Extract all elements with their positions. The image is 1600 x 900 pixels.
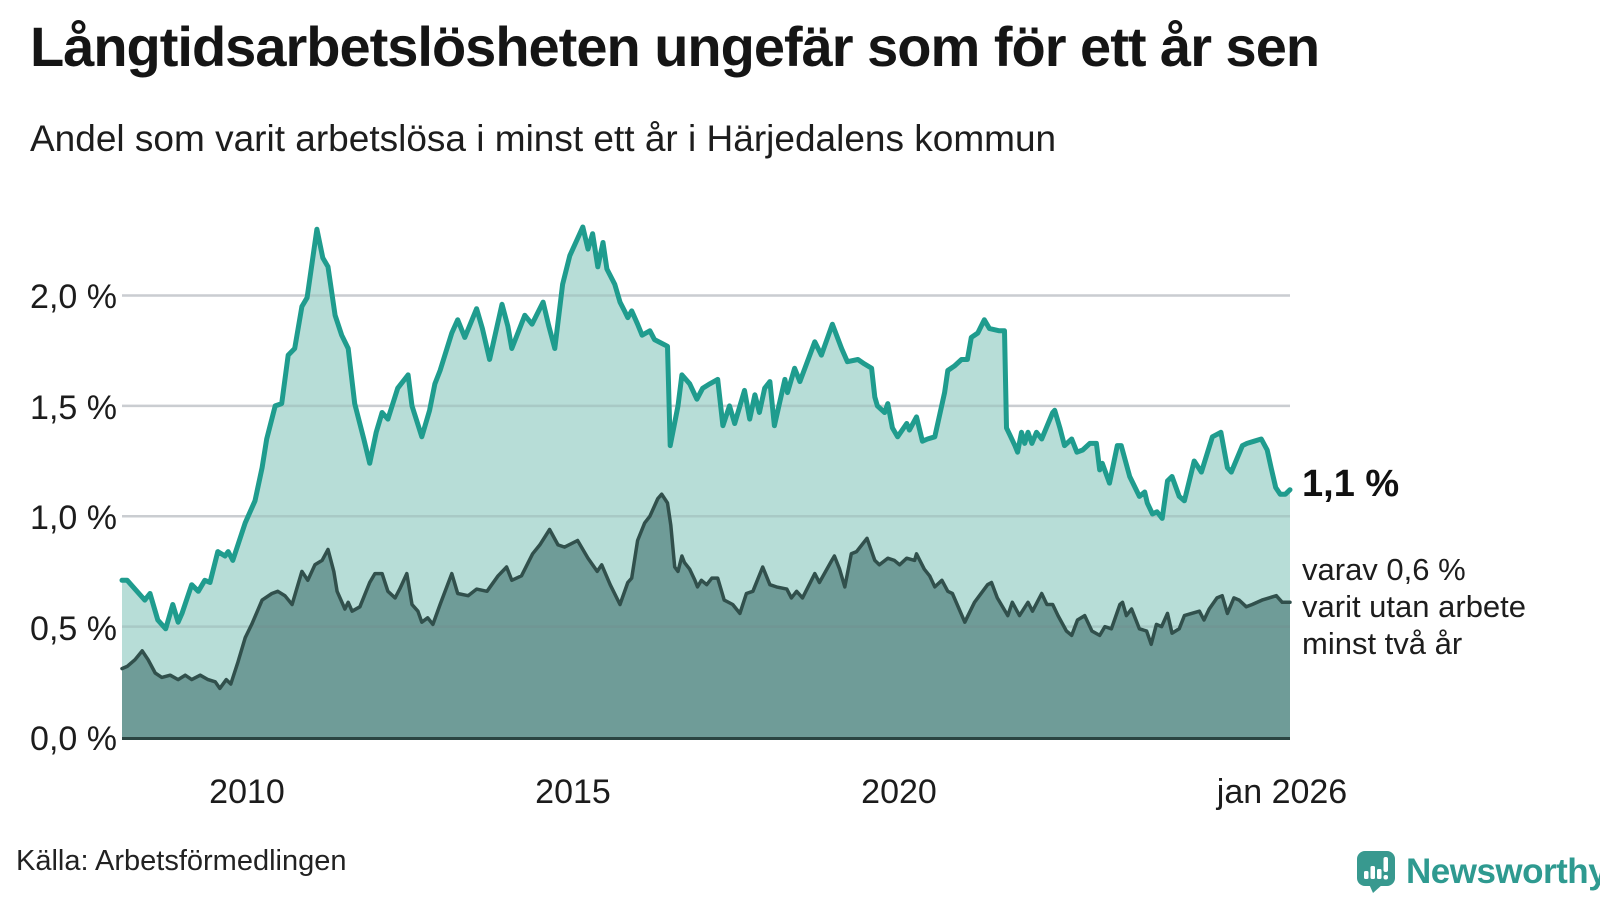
newsworthy-logo-icon [1357, 851, 1395, 893]
series-line [119, 224, 1293, 632]
y-axis-tick-label: 1,0 % [30, 499, 117, 538]
page-title: Långtidsarbetslösheten ungefär som för e… [30, 15, 1320, 78]
side-note-line: varav 0,6 % [1302, 552, 1466, 587]
y-axis-tick-label: 0,5 % [30, 609, 117, 648]
newsworthy-logo-text: Newsworthy [1406, 852, 1600, 891]
newsworthy-logo: Newsworthy [1356, 850, 1600, 894]
source-credit: Källa: Arbetsförmedlingen [16, 845, 347, 877]
x-axis-tick-label: 2010 [209, 773, 285, 811]
end-value-label: 1,1 % [1302, 463, 1400, 505]
x-axis-tick-label: jan 2026 [1216, 773, 1348, 811]
series-line [120, 492, 1292, 691]
side-note-line: varit utan arbete [1302, 589, 1527, 624]
series-area [122, 494, 1290, 737]
y-axis-tick-label: 2,0 % [30, 278, 117, 317]
y-axis-tick-label: 0,0 % [30, 720, 117, 758]
y-axis-tick-label: 1,5 % [30, 388, 117, 427]
x-axis-tick-label: 2020 [861, 773, 937, 811]
side-note: varav 0,6 % varit utan arbete minst två … [1302, 551, 1582, 662]
x-axis-tick-label: 2015 [535, 773, 611, 811]
chart-subtitle: Andel som varit arbetslösa i minst ett å… [30, 118, 1057, 159]
side-note-line: minst två år [1302, 626, 1463, 661]
